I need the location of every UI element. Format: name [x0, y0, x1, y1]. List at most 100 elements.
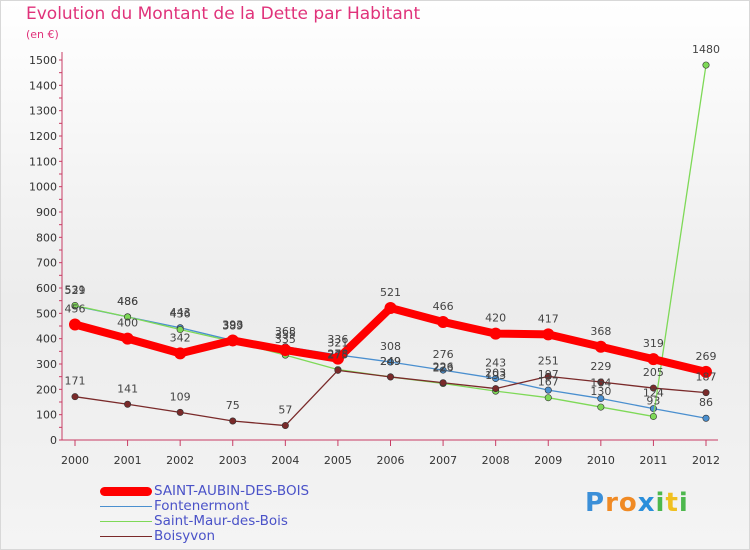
data-point: [437, 315, 450, 328]
data-label: 243: [485, 356, 506, 369]
data-point: [331, 352, 344, 365]
data-label: 278: [327, 348, 348, 361]
data-label: 251: [538, 354, 559, 367]
data-label: 393: [222, 318, 243, 331]
data-point: [229, 417, 237, 425]
data-point: [542, 328, 555, 341]
data-point: [226, 334, 239, 347]
data-label: 308: [380, 340, 401, 353]
x-tick-label: 2009: [534, 454, 562, 467]
y-tick-label: 300: [36, 358, 57, 371]
data-label-layer: 529 486 443 393 368 336 308 276 243 197 164 124 86 53…: [65, 43, 721, 416]
data-label: 276: [433, 348, 454, 361]
data-point: [279, 344, 292, 357]
y-tick-label: 100: [36, 409, 57, 422]
data-label: 193: [485, 369, 506, 382]
data-label: 167: [538, 376, 559, 389]
y-tick-label: 500: [36, 307, 57, 320]
data-label: 400: [117, 317, 138, 330]
data-label: 249: [380, 355, 401, 368]
data-label: 164: [590, 376, 611, 389]
legend-label-boisyvon: Boisyvon: [154, 528, 216, 544]
data-label: 93: [646, 394, 660, 407]
data-label: 389: [222, 319, 243, 332]
data-point: [439, 366, 447, 374]
data-point: [597, 394, 605, 402]
data-point: [544, 386, 552, 394]
y-tick-label: 1000: [29, 181, 57, 194]
data-label: 171: [65, 375, 86, 388]
data-label: 466: [433, 300, 454, 313]
data-label: 335: [275, 333, 296, 346]
y-tick-label: 700: [36, 257, 57, 270]
data-label: 486: [117, 295, 138, 308]
data-point: [386, 358, 394, 366]
y-tick-label: 600: [36, 282, 57, 295]
data-point: [121, 332, 134, 345]
y-tick-label: 200: [36, 383, 57, 396]
data-point: [647, 353, 660, 366]
x-tick-label: 2007: [429, 454, 457, 467]
legend-label-saint-aubin: SAINT-AUBIN-DES-BOIS: [154, 483, 310, 499]
x-tick-label: 2002: [166, 454, 194, 467]
data-label: 336: [327, 333, 348, 346]
data-point: [439, 379, 447, 387]
data-label: 321: [327, 337, 348, 350]
data-point: [69, 318, 81, 331]
data-label: 417: [538, 312, 559, 325]
data-label: 319: [643, 337, 664, 350]
data-label: 229: [590, 360, 611, 373]
data-point: [489, 327, 502, 340]
data-label: 269: [696, 350, 717, 363]
data-point: [71, 393, 79, 401]
legend-swatch-saint-aubin: [100, 487, 152, 496]
x-tick-label: 2004: [271, 454, 299, 467]
data-point: [176, 326, 184, 334]
y-tick-label: 0: [50, 434, 57, 447]
chart-title: Evolution du Montant de la Dette par Hab…: [26, 4, 421, 24]
y-tick-label: 900: [36, 206, 57, 219]
data-point: [649, 384, 657, 392]
data-label: 86: [699, 396, 713, 409]
data-label: 226: [433, 361, 454, 374]
x-tick-label: 2010: [587, 454, 615, 467]
data-point: [124, 313, 132, 321]
data-label: 368: [590, 325, 611, 338]
data-point: [544, 394, 552, 402]
data-point: [597, 378, 605, 386]
data-label: 436: [170, 308, 191, 321]
data-point: [124, 400, 132, 408]
data-label: 141: [117, 382, 138, 395]
x-tick-label: 2012: [692, 454, 720, 467]
data-label: 531: [65, 283, 86, 296]
data-point: [649, 412, 657, 420]
data-label: 342: [170, 331, 191, 344]
data-label: 368: [275, 325, 296, 338]
data-point: [384, 302, 397, 315]
data-point: [702, 414, 710, 422]
data-label: 187: [696, 371, 717, 384]
data-point: [702, 389, 710, 397]
data-label: 197: [538, 368, 559, 381]
data-label: 205: [643, 366, 664, 379]
logo-letter: i: [678, 488, 689, 518]
x-tick-label: 2008: [482, 454, 510, 467]
y-tick-label: 800: [36, 231, 57, 244]
data-label: 521: [380, 286, 401, 299]
line-chart: 0 100 200 300 400 500 600 700 800 900 1000 1100 1200…: [29, 43, 721, 467]
data-point: [176, 408, 184, 416]
data-label: 393: [222, 318, 243, 331]
data-point: [174, 347, 187, 360]
data-label: 420: [485, 312, 506, 325]
legend-swatch-fontenermont: [100, 506, 152, 507]
logo-letter: i: [655, 488, 666, 518]
proxiti-logo: Proxiti: [585, 488, 689, 518]
chart-subtitle: (en €): [26, 28, 59, 41]
logo-letter: x: [637, 488, 656, 518]
logo-letter: P: [585, 488, 606, 518]
y-tick-label: 400: [36, 333, 57, 346]
data-label: 355: [275, 328, 296, 341]
x-tick-label: 2005: [324, 454, 352, 467]
data-label: 249: [380, 355, 401, 368]
